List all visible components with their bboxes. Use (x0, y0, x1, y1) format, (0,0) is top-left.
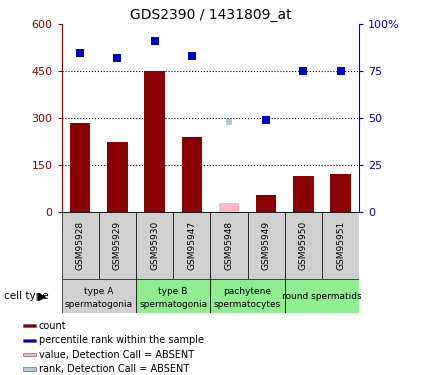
Bar (136, 279, 210, 313)
Text: value, Detection Call = ABSENT: value, Detection Call = ABSENT (39, 350, 194, 360)
Text: count: count (39, 321, 66, 331)
Text: round spermatids: round spermatids (282, 292, 362, 301)
Bar (173, 212, 210, 279)
Bar (23, 353, 36, 356)
Text: ▶: ▶ (38, 291, 47, 301)
Bar (62, 212, 99, 279)
Bar (23, 368, 36, 370)
Bar (219, 202, 239, 212)
Bar (70, 123, 91, 212)
Bar (330, 174, 351, 212)
Bar (62, 279, 136, 313)
Text: GSM95948: GSM95948 (224, 221, 233, 270)
Text: GSM95951: GSM95951 (336, 221, 345, 270)
Text: GSM95930: GSM95930 (150, 221, 159, 270)
Text: type B: type B (159, 286, 188, 296)
Text: GSM95947: GSM95947 (187, 221, 196, 270)
Text: cell type: cell type (4, 291, 49, 301)
Bar (99, 212, 136, 279)
Bar (285, 212, 322, 279)
Text: GSM95928: GSM95928 (76, 221, 85, 270)
Text: type A: type A (84, 286, 113, 296)
Bar (23, 324, 36, 327)
Text: spermatogonia: spermatogonia (139, 300, 207, 309)
Bar (293, 176, 314, 212)
Text: pachytene: pachytene (224, 286, 272, 296)
Bar (322, 212, 359, 279)
Bar (210, 279, 285, 313)
Title: GDS2390 / 1431809_at: GDS2390 / 1431809_at (130, 8, 291, 22)
Text: percentile rank within the sample: percentile rank within the sample (39, 335, 204, 345)
Bar (107, 142, 127, 212)
Text: GSM95929: GSM95929 (113, 221, 122, 270)
Text: rank, Detection Call = ABSENT: rank, Detection Call = ABSENT (39, 364, 189, 374)
Bar (247, 212, 285, 279)
Bar (23, 339, 36, 342)
Bar (136, 212, 173, 279)
Text: spermatocytes: spermatocytes (214, 300, 281, 309)
Bar (256, 195, 276, 212)
Text: GSM95949: GSM95949 (262, 221, 271, 270)
Text: spermatogonia: spermatogonia (65, 300, 133, 309)
Bar (144, 71, 165, 212)
Text: GSM95950: GSM95950 (299, 221, 308, 270)
Bar (181, 137, 202, 212)
Bar (285, 279, 359, 313)
Bar (210, 212, 247, 279)
